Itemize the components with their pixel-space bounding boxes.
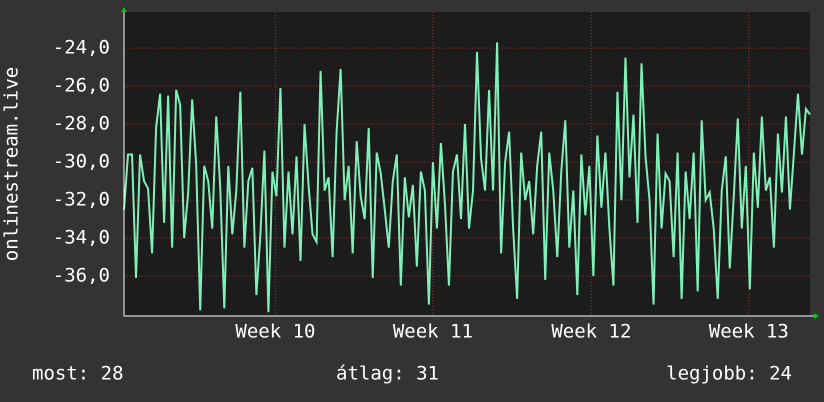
axis-arrow [814,313,819,319]
y-axis-label: onlinestream.live [1,67,23,261]
y-tick-label: -32,0 [53,189,110,211]
y-tick-label: -34,0 [53,227,110,249]
marks [123,42,811,313]
footer-average: átlag: 31 [336,363,439,385]
y-tick-label: -30,0 [53,151,110,173]
y-tick-label: -24,0 [53,37,110,59]
y-tick-label: -28,0 [53,113,110,135]
footer-best: legjobb: 24 [666,363,792,385]
x-tick-label: Week 10 [235,321,315,343]
axis-arrow [121,7,127,12]
y-tick-label: -36,0 [53,265,110,287]
x-tick-label: Week 13 [709,321,789,343]
x-tick-label: Week 12 [551,321,631,343]
footer-current: most: 28 [32,363,124,385]
x-tick-label: Week 11 [393,321,473,343]
data-line [123,42,811,313]
y-tick-label: -26,0 [53,75,110,97]
